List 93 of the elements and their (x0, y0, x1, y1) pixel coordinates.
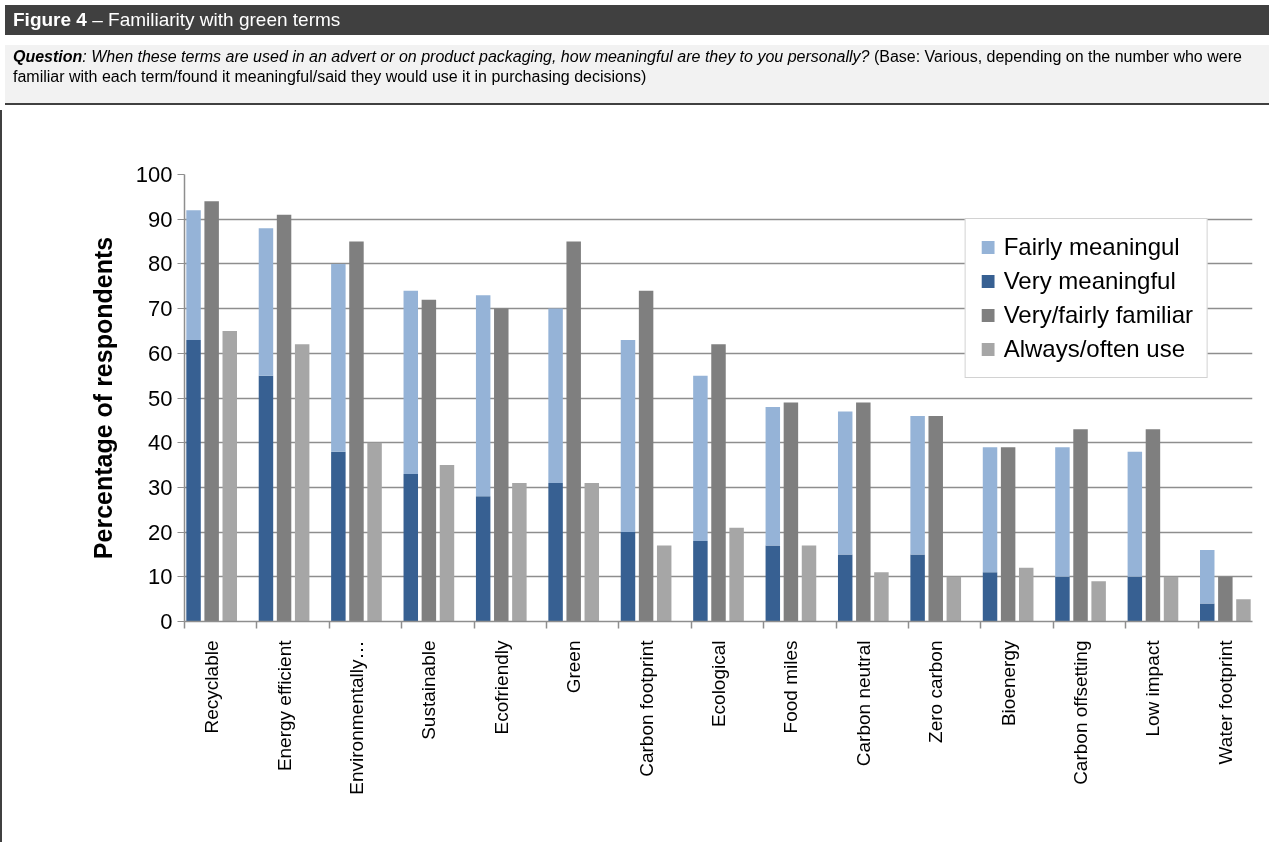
bar (494, 308, 509, 622)
bar (1055, 576, 1070, 622)
bar (186, 339, 201, 622)
y-tick-label: 10 (148, 564, 173, 590)
x-tick-label: Recyclable (201, 640, 223, 734)
bar (856, 402, 871, 622)
bar (783, 402, 799, 622)
bar (1236, 599, 1251, 622)
bar (276, 214, 292, 622)
bar (204, 201, 219, 622)
bar (693, 541, 708, 622)
bar (1000, 447, 1016, 622)
x-tick-label: Ecofriendly (490, 640, 512, 735)
bar (982, 447, 998, 573)
bar (349, 241, 364, 622)
legend-label: Fairly meaningul (1003, 233, 1180, 261)
bar (403, 473, 419, 622)
bar (638, 290, 654, 622)
bar (222, 330, 237, 622)
x-tick-label: Food miles (780, 640, 802, 734)
y-tick-label: 20 (148, 519, 173, 545)
bar (475, 295, 491, 497)
bar (693, 375, 708, 542)
bar (1163, 576, 1179, 622)
bar (620, 339, 636, 533)
chart-title: Figure 4 – Familiarity with green terms (13, 8, 341, 32)
bar (1200, 549, 1215, 604)
legend-label: Very/fairly familiar (1003, 301, 1193, 329)
bar (475, 496, 491, 622)
bar (910, 415, 925, 555)
bar (801, 545, 817, 622)
bar (946, 576, 962, 622)
x-tick-label: Carbon neutral (852, 640, 874, 767)
bar (765, 545, 781, 622)
bar (1145, 429, 1161, 622)
text: Question: When these terms are used in an advert or on product packaging, how meaningful are they to you personally? (Base: Various, depending on the number who were familiar with each term/found it meaningful/said they would use it in purchasing decisions) (13, 48, 1242, 85)
x-tick-label: Sustainable (418, 640, 440, 740)
bar (566, 241, 581, 622)
bar (910, 554, 925, 622)
bar (421, 299, 437, 622)
x-tick-label: Low impact (1142, 639, 1164, 737)
y-tick-label: 30 (148, 474, 173, 500)
legend-label: Very meaningful (1003, 267, 1176, 295)
y-tick-label: 0 (160, 609, 173, 634)
bar (186, 210, 201, 340)
bar (837, 554, 853, 622)
y-tick-label: 90 (148, 206, 173, 232)
x-tick-label: Carbon footprint (635, 639, 657, 777)
bar (331, 263, 346, 452)
bar (367, 442, 382, 622)
bar (982, 572, 998, 622)
y-tick-label: 80 (148, 251, 173, 277)
y-tick-label: 50 (148, 385, 173, 411)
x-tick-label: Ecological (708, 640, 729, 728)
y-axis-title: Percentage of respondents (88, 236, 117, 560)
x-tick-label: Water footprint (1214, 639, 1236, 765)
bar (1127, 576, 1143, 622)
x-tick-label: Environmentally… (345, 640, 367, 795)
bar (331, 451, 346, 622)
x-tick-label: Carbon offsetting (1070, 640, 1092, 785)
bar (584, 482, 600, 622)
bar (1055, 447, 1070, 577)
bar (294, 344, 310, 622)
bar (1200, 603, 1215, 622)
bar (403, 290, 419, 474)
bar (729, 527, 744, 622)
y-tick-label: 60 (148, 340, 173, 366)
bar (548, 308, 563, 483)
bar (874, 572, 889, 622)
bar (1127, 451, 1143, 577)
bar (765, 406, 781, 546)
bar (512, 482, 527, 622)
bar (258, 228, 274, 376)
bar (1218, 576, 1233, 622)
x-tick-label: Bioenergy (997, 640, 1019, 727)
bar (837, 411, 853, 555)
y-tick-label: 100 (135, 162, 173, 187)
legend-label: Always/often use (1003, 335, 1186, 363)
bar (1018, 567, 1034, 622)
x-tick-label: Zero carbon (925, 640, 947, 743)
bar (439, 465, 455, 622)
y-tick-label: 70 (148, 296, 173, 322)
x-tick-label: Energy efficient (273, 639, 295, 772)
bar (1091, 581, 1106, 622)
x-tick-label: Green (563, 640, 585, 694)
bar (656, 545, 672, 622)
bar (1073, 429, 1088, 622)
bar (711, 344, 726, 622)
y-tick-label: 40 (148, 430, 173, 456)
bar (258, 375, 274, 622)
bar (620, 532, 636, 622)
bar (548, 482, 563, 622)
bar (928, 415, 943, 622)
